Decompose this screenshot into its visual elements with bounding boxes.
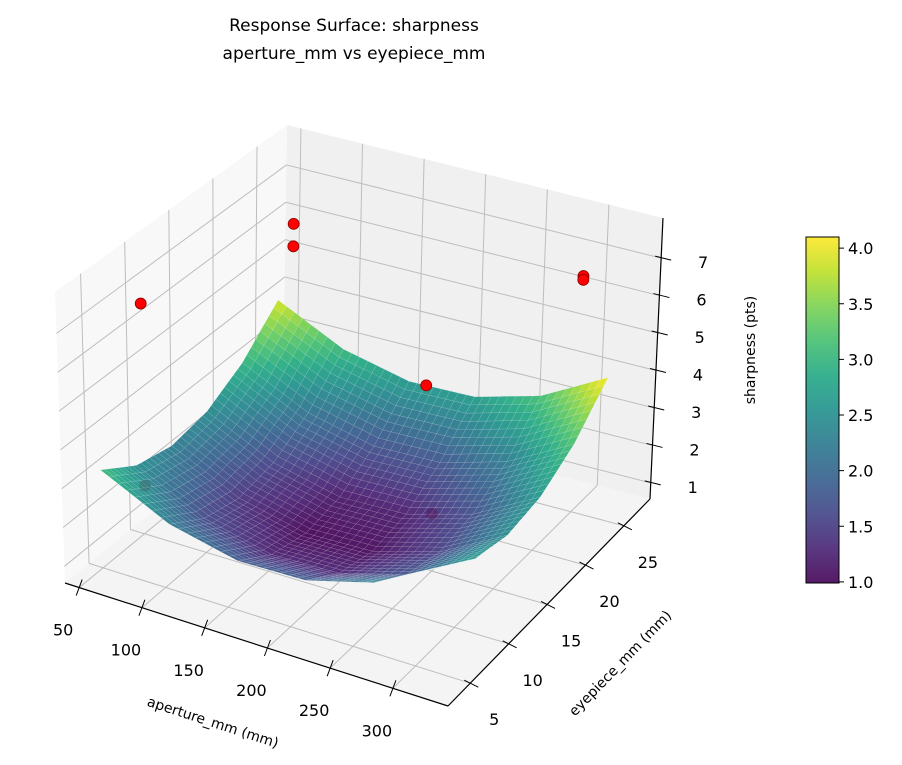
- x-tick-mark: [389, 680, 397, 697]
- axis-lines: [64, 217, 672, 707]
- surface-patch: [582, 402, 596, 414]
- x-tick-mark: [75, 579, 83, 596]
- x-tick-mark: [326, 659, 334, 677]
- y-tick-label: 10: [522, 671, 542, 690]
- floor-gridline-y: [130, 529, 509, 645]
- colorbar-tick-label: 4.0: [848, 239, 873, 258]
- back-gridline-z: [286, 164, 662, 259]
- z-tick-mark: [646, 442, 663, 448]
- x-tick-label: 250: [299, 701, 330, 720]
- z-tick-label: 2: [689, 440, 699, 459]
- data-point: [287, 217, 300, 230]
- colorbar: 1.0 1.5 2.0 2.5 3.0 3.5 4.0: [805, 236, 873, 592]
- y-tick-label: 5: [489, 710, 499, 729]
- z-axis-line: [649, 217, 664, 500]
- data-point: [577, 273, 590, 286]
- surface-patch: [498, 529, 513, 538]
- left-gridline-z: [58, 239, 286, 412]
- z-tick-mark: [655, 255, 672, 261]
- z-tick-label: 6: [696, 291, 706, 310]
- x-tick-mark: [263, 639, 271, 657]
- colorbar-gradient: [805, 236, 840, 584]
- y-axis-line: [447, 498, 651, 707]
- floor-gridline-x: [392, 485, 598, 689]
- chart-subtitle: aperture_mm vs eyepiece_mm: [223, 44, 486, 64]
- surface: [99, 299, 609, 583]
- left-gridline-z: [56, 164, 287, 334]
- z-tick-label: 4: [693, 365, 703, 384]
- x-tick-label: 300: [362, 721, 393, 740]
- y-tick-label: 20: [599, 592, 619, 611]
- data-point: [287, 240, 300, 253]
- left-gridline-z: [57, 201, 287, 373]
- x-tick-label: 50: [53, 621, 73, 640]
- y-tick-mark: [540, 601, 556, 609]
- x-axis-line: [64, 582, 449, 707]
- z-tick-mark: [644, 480, 661, 486]
- x-tick-label: 150: [173, 661, 204, 680]
- back-gridline-z: [284, 276, 657, 371]
- y-tick-label: 25: [638, 553, 658, 572]
- y-tick-mark: [617, 522, 633, 531]
- left-gridline-y: [80, 273, 90, 564]
- z-tick-mark: [648, 405, 665, 411]
- z-axis-label: sharpness (pts): [743, 296, 759, 405]
- colorbar-tick-label: 1.0: [848, 573, 873, 592]
- z-tick-mark: [649, 368, 667, 373]
- x-tick-label: 200: [236, 681, 267, 700]
- surface-patch: [434, 565, 447, 570]
- scatter-points: [134, 217, 590, 392]
- colorbar-tick-label: 2.0: [848, 462, 873, 481]
- z-tick-label: 1: [688, 478, 698, 497]
- left-gridline-z: [60, 276, 286, 451]
- y-tick-mark: [502, 640, 517, 649]
- chart-title: Response Surface: sharpness: [229, 16, 479, 36]
- z-tick-label: 5: [695, 328, 705, 347]
- tick-labels: 50 100 150 200 250 300 5 10 15 20 25 1 2 3 4 5 6 7: [53, 253, 708, 740]
- y-tick-label: 15: [561, 631, 581, 650]
- colorbar-tick-label: 3.5: [848, 295, 873, 314]
- colorbar-tick-label: 2.5: [848, 406, 873, 425]
- back-gridline-x: [596, 204, 610, 486]
- x-tick-mark: [138, 599, 146, 616]
- y-tick-mark: [579, 561, 594, 570]
- surface-patch: [595, 377, 609, 389]
- y-axis-label: eyepiece_mm (mm): [566, 608, 675, 720]
- colorbar-tick-label: 3.0: [848, 350, 873, 369]
- z-tick-label: 7: [698, 253, 708, 272]
- colorbar-tick-label: 1.5: [848, 517, 873, 536]
- surface-patch: [527, 496, 542, 505]
- data-point: [134, 297, 147, 310]
- floor-gridline-y: [88, 562, 471, 684]
- z-tick-mark: [651, 330, 668, 336]
- z-tick-label: 3: [691, 403, 701, 422]
- x-tick-label: 100: [111, 641, 142, 660]
- back-gridline-z: [285, 239, 658, 334]
- y-tick-mark: [464, 679, 479, 688]
- back-gridline-z: [285, 201, 660, 297]
- left-gridline-z: [61, 313, 285, 490]
- x-axis-label: aperture_mm (mm): [145, 694, 280, 752]
- z-tick-mark: [653, 293, 670, 299]
- x-tick-mark: [201, 619, 209, 637]
- surface-patch: [494, 534, 508, 541]
- surface-patch: [543, 470, 558, 480]
- data-point: [420, 379, 433, 392]
- surface-patch: [502, 525, 517, 533]
